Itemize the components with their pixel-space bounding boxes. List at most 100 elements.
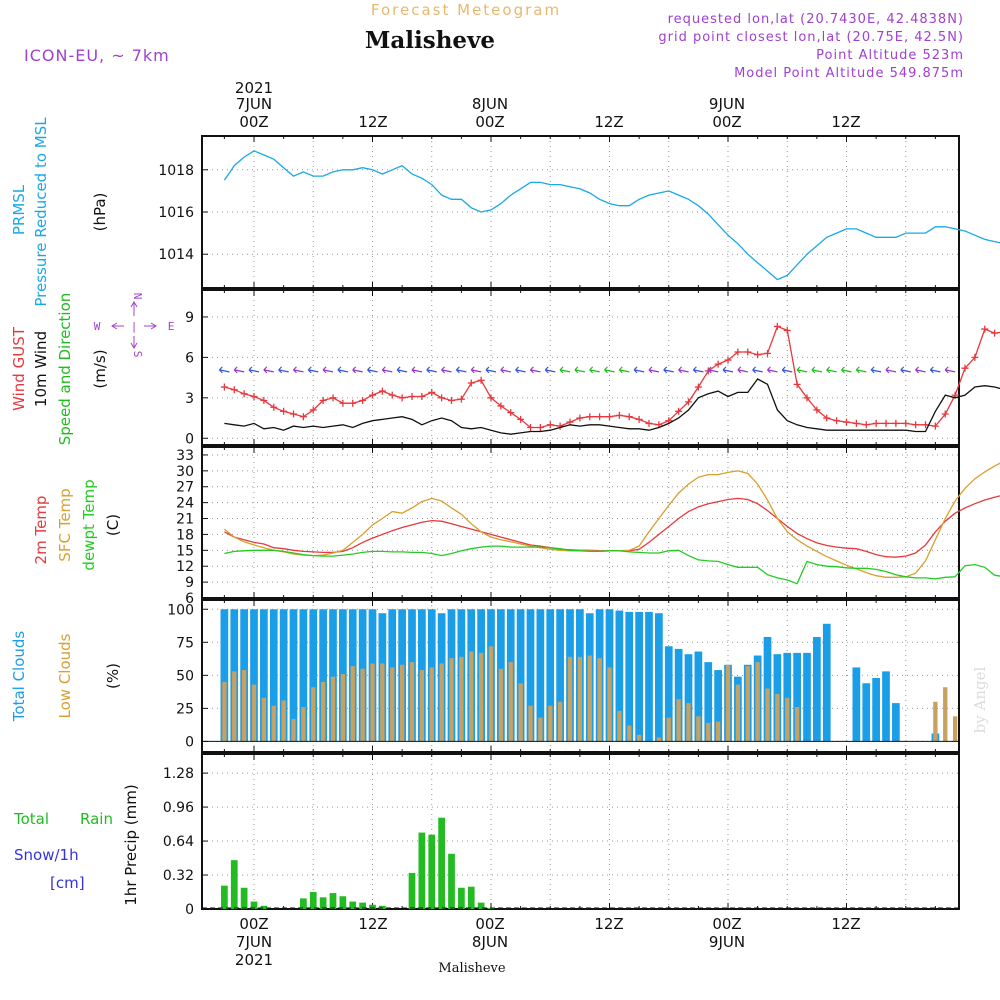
y-tick-label: 27 [176, 480, 194, 496]
low-cloud-bar [222, 681, 227, 742]
temp-2m-line [224, 495, 1000, 558]
gust-marker [754, 351, 762, 359]
rain-bar [408, 872, 416, 909]
wind-direction-arrow [618, 366, 630, 374]
wind-direction-arrow [870, 366, 882, 374]
total-cloud-bar [793, 652, 801, 742]
gust-marker [438, 394, 446, 402]
wind-direction-arrow [574, 366, 585, 374]
total-cloud-bar [674, 648, 683, 742]
low-cloud-bar [449, 658, 454, 742]
y-tick-label: 0.64 [163, 834, 194, 850]
gust-marker [833, 417, 841, 425]
bottom-hour-label: 12Z [358, 915, 387, 933]
low-cloud-bar [636, 734, 642, 742]
temp-frame [201, 446, 960, 599]
low-cloud-bar [518, 683, 523, 742]
low-cloud-bar [538, 717, 543, 742]
top-hour-label: 00Z [239, 113, 268, 131]
clouds-panel-labels: Total Clouds Low Clouds (%) [10, 631, 122, 723]
low-cloud-bar [380, 663, 385, 742]
gust-marker [309, 406, 317, 414]
rain-bar [359, 902, 366, 909]
wind-direction-arrow [633, 366, 645, 374]
total-cloud-bar [645, 611, 653, 742]
gust-marker [576, 414, 584, 422]
gust-marker [764, 349, 771, 357]
total-cloud-bar [704, 662, 713, 742]
requested-coords: requested lon,lat (20.7430E, 42.4838N) [668, 12, 964, 27]
grid-point-coords: grid point closest lon,lat (20.75E, 42.5… [658, 30, 964, 45]
low-cloud-bar [439, 663, 444, 742]
low-cloud-bar [587, 655, 592, 742]
bottom-day-label: 8JUN [472, 933, 508, 951]
rain-bar [329, 893, 337, 909]
low-cloud-bar [725, 664, 731, 742]
gust-marker [882, 419, 890, 427]
temp-dewpt-line [224, 545, 1000, 585]
gust-marker [744, 348, 752, 356]
low-cloud-bar [706, 722, 711, 742]
pressure-panel-labels: PRMSL Pressure Reduced to MSL (hPa) [10, 117, 109, 307]
wind-panel: 0 3 6 9 [185, 289, 1000, 447]
wind-direction-arrow [707, 366, 719, 374]
y-tick-label: 0 [185, 902, 194, 918]
wind-direction-arrow [293, 366, 304, 374]
total-label: Total [13, 810, 49, 828]
gust-marker [793, 380, 801, 388]
compass-north: N [131, 293, 144, 300]
gust-marker [615, 411, 623, 419]
wind-direction-arrow [737, 366, 748, 374]
low-cloud-bar [429, 667, 434, 742]
low-cloud-bar [794, 707, 800, 742]
total-cloud-bar [309, 609, 318, 742]
total-cloud-bar [299, 609, 308, 742]
wind-direction-arrow [278, 366, 289, 374]
low-cloud-bar [933, 701, 938, 742]
wind-direction-arrow [648, 366, 660, 374]
bottom-hour-label: 00Z [475, 915, 504, 933]
svg-text:|: | [131, 320, 138, 333]
wind-direction-arrow [796, 366, 808, 374]
gust-marker [645, 419, 653, 427]
rain-bar [448, 853, 455, 909]
gust-marker [270, 403, 278, 411]
gust-marker [823, 414, 831, 422]
gust-marker [803, 394, 811, 402]
wind-direction-arrow [722, 366, 734, 374]
bottom-day-label: 7JUN [236, 933, 272, 951]
gust-marker [260, 397, 268, 405]
y-tick-label: 50 [176, 668, 194, 684]
gust-marker [329, 394, 337, 402]
top-year-label: 2021 [235, 79, 273, 97]
compass-west: W [94, 320, 101, 333]
wind-direction-arrow [944, 366, 956, 374]
wind-direction-arrow [559, 366, 571, 374]
gust-marker [971, 353, 979, 361]
gust-marker [902, 419, 910, 427]
gust-marker [941, 410, 949, 418]
low-cloud-bar [617, 711, 622, 742]
low-cloud-bar [340, 674, 346, 742]
wind-direction-arrow [678, 366, 689, 374]
wind-panel-labels: Wind GUST 10m Wind Speed and Direction (… [10, 293, 109, 446]
low-cloud-bar [469, 651, 474, 742]
clouds-frame [201, 599, 960, 753]
footer-station: Malisheve [438, 961, 505, 976]
total-cloud-bar [516, 609, 525, 742]
wind-direction-arrow [841, 366, 852, 374]
temp-dewpt-label: dewpt Temp [80, 479, 98, 570]
gust-marker [606, 413, 613, 421]
pressure-panel: 1014 1016 1018 [158, 135, 1000, 289]
low-cloud-bar [528, 705, 533, 742]
wind-direction-arrow [367, 366, 378, 374]
gust-marker [625, 413, 633, 421]
y-tick-label: 12 [176, 559, 194, 575]
wind-direction-arrow [218, 366, 230, 374]
gust-marker [991, 329, 999, 337]
total-cloud-bar [546, 609, 555, 742]
wind-10m-line [224, 378, 1000, 435]
rain-bar [349, 901, 357, 909]
gust-marker [378, 387, 386, 395]
y-tick-label: 75 [176, 635, 194, 651]
